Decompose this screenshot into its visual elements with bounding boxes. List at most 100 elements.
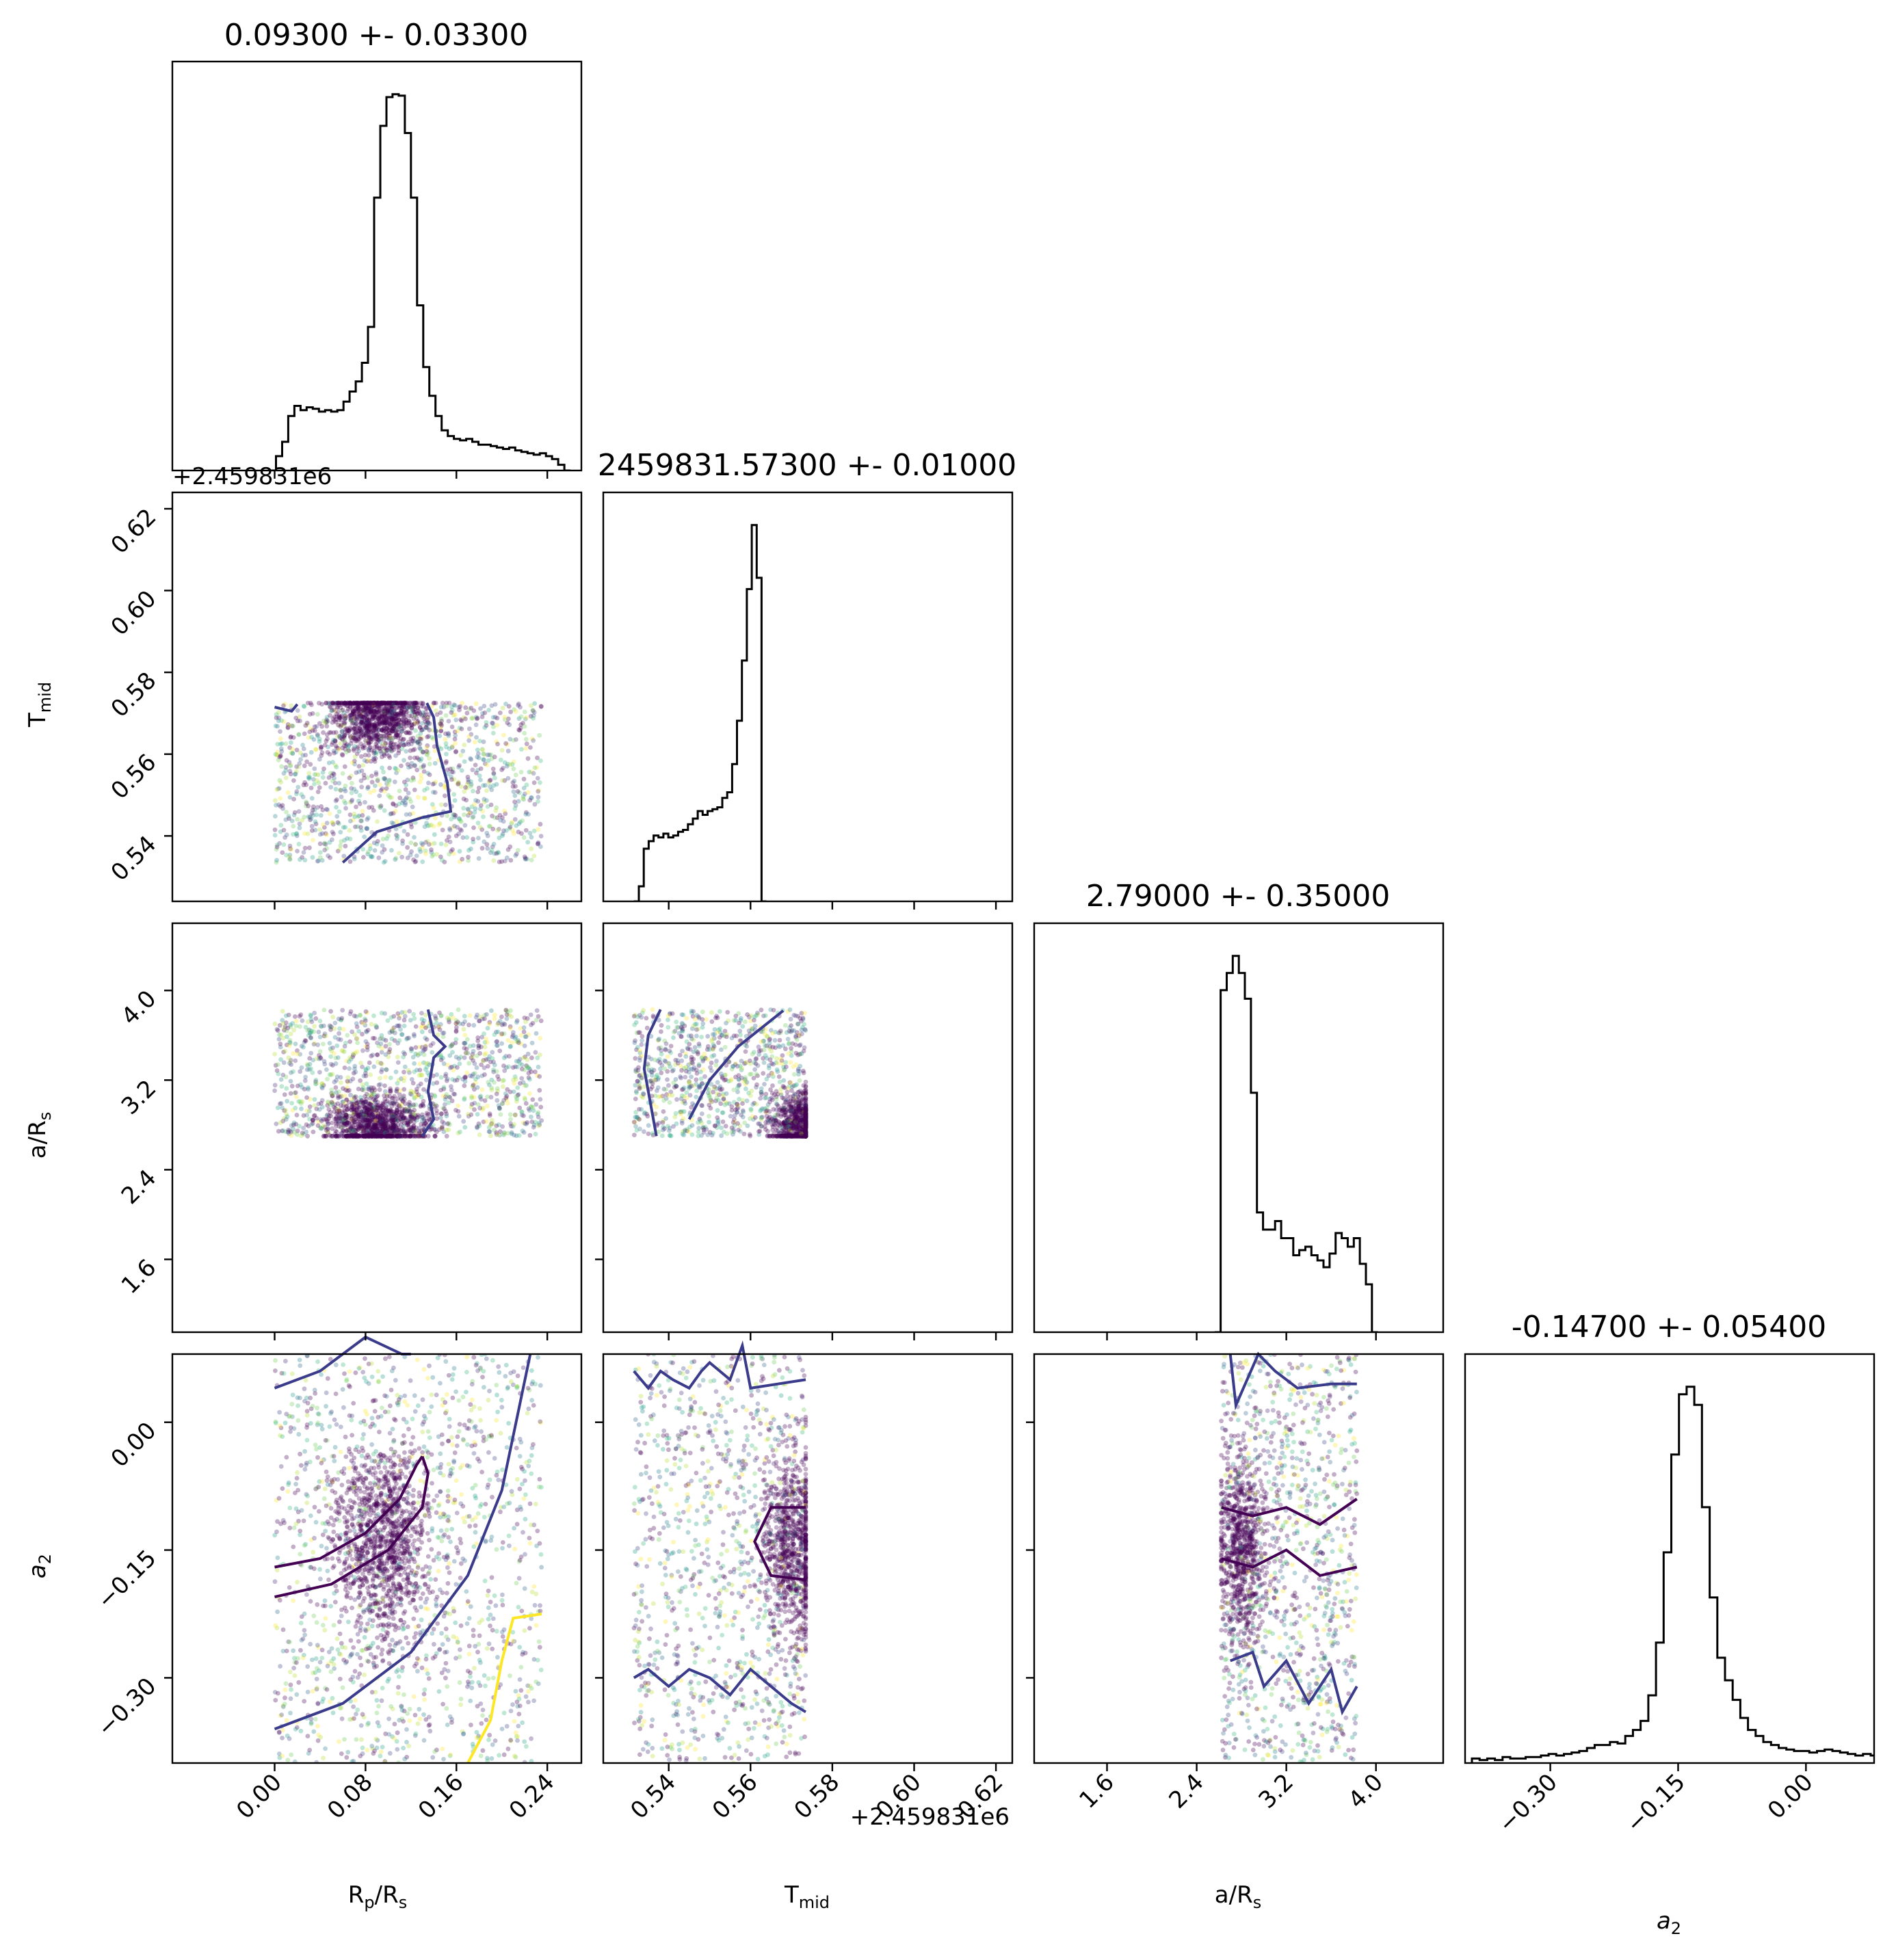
scatter-point (378, 722, 382, 727)
scatter-point (391, 745, 396, 750)
scatter-point (337, 821, 341, 826)
scatter-point (411, 704, 417, 708)
scatter-point (368, 1119, 373, 1124)
scatter-point (292, 771, 298, 777)
scatter-point (371, 709, 377, 715)
scatter-point (363, 1117, 369, 1122)
scatter-point (377, 1126, 382, 1132)
scatter-point (751, 1076, 756, 1081)
scatter-point (274, 1122, 279, 1126)
scatter-point (395, 1060, 401, 1065)
scatter-point (319, 1023, 324, 1029)
scatter-point (391, 1109, 397, 1115)
scatter-point (377, 704, 382, 709)
scatter-point (371, 840, 377, 845)
scatter-point (385, 708, 391, 714)
scatter-point (380, 1100, 386, 1105)
scatter-point (381, 700, 386, 706)
scatter-point (381, 700, 386, 706)
scatter-point (281, 771, 287, 776)
scatter-point (383, 720, 389, 725)
scatter-point (339, 722, 344, 728)
scatter-point (333, 1133, 338, 1139)
scatter-point (371, 700, 376, 706)
scatter-point (489, 1008, 494, 1014)
scatter-point (391, 1133, 396, 1139)
scatter-point (349, 791, 354, 795)
scatter-point (398, 724, 403, 728)
scatter-point (283, 1117, 289, 1122)
scatter-point (344, 703, 350, 708)
scatter-point (421, 750, 425, 755)
scatter-point (491, 858, 497, 863)
scatter-point (450, 1050, 455, 1055)
scatter-point (382, 1089, 388, 1094)
scatter-point (453, 1028, 459, 1033)
scatter-point (527, 1076, 532, 1082)
scatter-point (302, 1039, 307, 1045)
scatter-point (384, 1067, 389, 1072)
scatter-point (490, 767, 496, 771)
scatter-point (354, 1098, 359, 1103)
scatter-point (298, 857, 302, 862)
scatter-point (358, 1095, 363, 1100)
scatter-point (378, 1123, 383, 1128)
scatter-point (426, 780, 431, 786)
scatter-point (399, 746, 405, 752)
scatter-point (368, 758, 373, 764)
scatter-point (391, 726, 396, 731)
scatter-point (389, 1129, 395, 1135)
scatter-point (272, 833, 278, 838)
scatter-point (413, 1024, 419, 1029)
scatter-point (378, 788, 384, 793)
scatter-point (391, 700, 397, 706)
scatter-point (325, 1103, 330, 1108)
scatter-point (413, 842, 418, 847)
scatter-point (469, 716, 475, 721)
scatter-point (352, 1095, 357, 1100)
scatter-point (499, 1014, 504, 1020)
scatter-point (485, 846, 490, 851)
scatter-point (352, 726, 356, 731)
scatter-point (521, 1029, 527, 1035)
scatter-point (472, 1087, 477, 1092)
scatter-point (392, 713, 397, 719)
scatter-point (527, 769, 532, 775)
scatter-point (401, 726, 406, 730)
scatter-point (348, 700, 354, 706)
scatter-point (369, 711, 374, 717)
scatter-point (280, 803, 285, 808)
scatter-point (311, 777, 316, 782)
scatter-point (381, 706, 386, 712)
scatter-point (684, 1016, 689, 1021)
scatter-point (383, 700, 389, 706)
scatter-layer (272, 700, 1360, 1763)
scatter-point (278, 823, 284, 828)
scatter-point (422, 714, 427, 719)
scatter-point (446, 730, 451, 736)
scatter-point (361, 700, 367, 706)
scatter-point (349, 786, 354, 791)
scatter-point (408, 730, 413, 736)
scatter-point (489, 756, 495, 761)
scatter-point (366, 815, 371, 821)
scatter-point (360, 745, 365, 751)
scatter-point (317, 1107, 322, 1112)
scatter-point (522, 724, 527, 729)
scatter-point (338, 1080, 343, 1085)
scatter-point (519, 1109, 525, 1115)
scatter-point (412, 1096, 417, 1101)
scatter-point (352, 1117, 357, 1122)
scatter-point (389, 728, 393, 732)
scatter-point (501, 828, 506, 834)
scatter-point (399, 1032, 404, 1037)
scatter-point (274, 752, 280, 758)
scatter-point (438, 704, 444, 710)
scatter-point (404, 749, 409, 754)
scatter-point (484, 798, 489, 803)
scatter-point (518, 722, 523, 728)
scatter-point (326, 775, 332, 780)
scatter-point (421, 764, 426, 769)
scatter-point (418, 711, 423, 717)
scatter-point (395, 721, 400, 727)
